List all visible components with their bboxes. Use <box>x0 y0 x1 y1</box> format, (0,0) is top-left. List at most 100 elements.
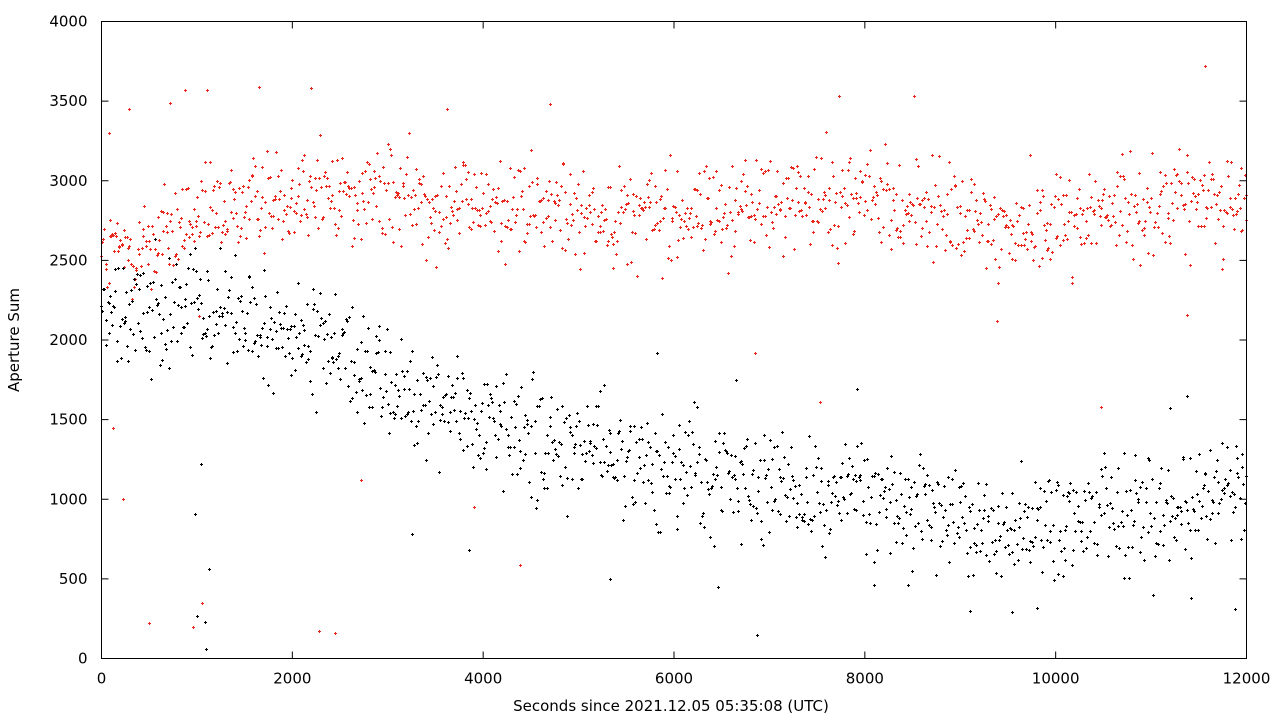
series-2-point <box>1072 489 1075 492</box>
series-2-point <box>1184 548 1187 551</box>
series-2-point <box>1147 531 1150 534</box>
series-2-point <box>456 377 459 380</box>
series-1-point <box>574 253 577 256</box>
series-2-point <box>544 452 547 455</box>
series-2-point <box>526 419 529 422</box>
series-2-point <box>543 472 546 475</box>
series-1-point <box>696 225 699 228</box>
series-2-point <box>532 371 535 374</box>
series-2-point <box>326 333 329 336</box>
series-1-point <box>619 222 622 225</box>
series-2-point <box>1005 506 1008 509</box>
series-2-point <box>131 300 134 303</box>
series-2-point <box>148 350 151 353</box>
series-1-point <box>321 218 324 221</box>
series-1-point <box>536 183 539 186</box>
series-1-point <box>435 266 438 269</box>
series-1-point <box>762 172 765 175</box>
series-1-point <box>325 185 328 188</box>
series-2-point <box>1037 508 1040 511</box>
series-2-point <box>288 352 291 355</box>
series-1-point <box>1170 182 1173 185</box>
series-2-point <box>384 350 387 353</box>
series-2-point <box>1018 526 1021 529</box>
series-2-point <box>858 476 861 479</box>
series-2-point <box>1211 499 1214 502</box>
series-1-point <box>687 228 690 231</box>
series-1-point <box>365 222 368 225</box>
series-2-point <box>234 332 237 335</box>
series-1-point <box>158 239 161 242</box>
series-2-point <box>780 480 783 483</box>
series-2-point <box>518 439 521 442</box>
series-1-point <box>890 219 893 222</box>
series-1-point <box>1060 203 1063 206</box>
x-tick-label: 0 <box>97 670 107 688</box>
series-1-point <box>411 224 414 227</box>
series-2-point <box>936 481 939 484</box>
series-1-point <box>1043 224 1046 227</box>
series-2-point <box>251 350 254 353</box>
series-2-point <box>666 475 669 478</box>
series-2-point <box>1101 475 1104 478</box>
series-1-point <box>387 182 390 185</box>
series-1-point <box>921 199 924 202</box>
series-2-point <box>135 283 138 286</box>
series-2-point <box>443 420 446 423</box>
series-1-point <box>1106 214 1109 217</box>
series-1-point <box>828 199 831 202</box>
series-1-point <box>936 223 939 226</box>
series-2-point <box>487 404 490 407</box>
series-1-point <box>1203 225 1206 228</box>
series-1-point <box>1039 209 1042 212</box>
y-tick-label: 2000 <box>49 331 87 349</box>
series-1-point <box>122 498 125 501</box>
series-1-point <box>853 230 856 233</box>
series-2-point <box>727 472 730 475</box>
series-2-point <box>1137 501 1140 504</box>
series-1-point <box>187 187 190 190</box>
series-2-point <box>1163 524 1166 527</box>
series-2-point <box>713 545 716 548</box>
series-2-point <box>386 328 389 331</box>
series-1-point <box>833 224 836 227</box>
series-1-point <box>310 186 313 189</box>
series-1-point <box>754 218 757 221</box>
series-2-point <box>335 358 338 361</box>
series-1-point <box>1122 175 1125 178</box>
series-2-point <box>737 510 740 513</box>
series-1-point <box>272 215 275 218</box>
series-2-point <box>1017 559 1020 562</box>
series-1-point <box>318 177 321 180</box>
series-1-point <box>567 238 570 241</box>
series-2-point <box>1226 484 1229 487</box>
series-1-point <box>446 238 449 241</box>
series-1-point <box>938 155 941 158</box>
series-1-point <box>840 206 843 209</box>
series-2-point <box>866 458 869 461</box>
series-1-point <box>1143 234 1146 237</box>
series-2-point <box>216 288 219 291</box>
series-1-point <box>383 182 386 185</box>
series-2-point <box>682 464 685 467</box>
series-2-point <box>1147 457 1150 460</box>
series-1-point <box>577 183 580 186</box>
series-1-point <box>215 212 218 215</box>
series-2-point <box>874 472 877 475</box>
series-1-point <box>543 245 546 248</box>
series-1-point <box>956 206 959 209</box>
series-1-point <box>113 250 116 253</box>
series-2-point <box>287 337 290 340</box>
series-1-point <box>561 247 564 250</box>
series-2-point <box>1180 523 1183 526</box>
series-1-point <box>274 198 277 201</box>
series-2-point <box>747 495 750 498</box>
series-1-point <box>1169 242 1172 245</box>
series-1-point <box>990 208 993 211</box>
series-1-point <box>985 267 988 270</box>
series-2-point <box>898 517 901 520</box>
series-2-point <box>810 530 813 533</box>
series-1-point <box>170 213 173 216</box>
series-2-point <box>156 304 159 307</box>
series-1-point <box>367 201 370 204</box>
